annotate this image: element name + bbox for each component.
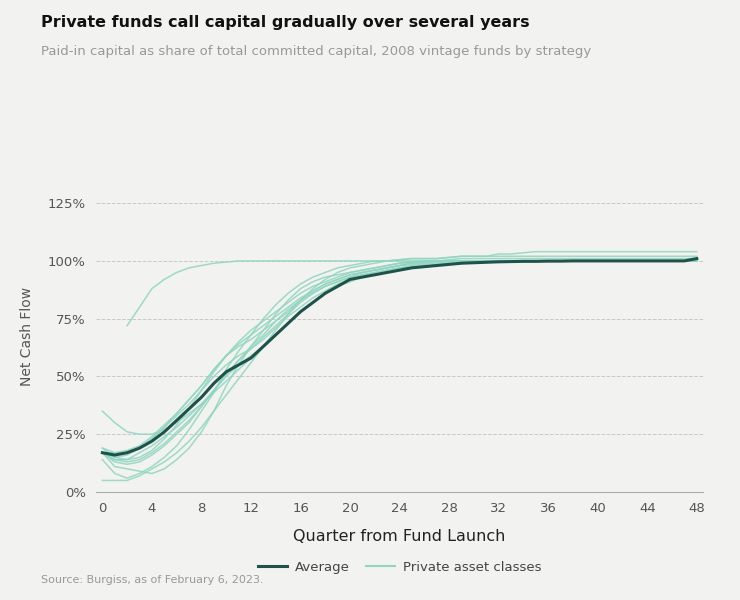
Text: Private funds call capital gradually over several years: Private funds call capital gradually ove… <box>41 15 529 30</box>
Text: Paid-in capital as share of total committed capital, 2008 vintage funds by strat: Paid-in capital as share of total commit… <box>41 45 591 58</box>
Legend: Average, Private asset classes: Average, Private asset classes <box>253 556 546 579</box>
X-axis label: Quarter from Fund Launch: Quarter from Fund Launch <box>294 529 505 544</box>
Y-axis label: Net Cash Flow: Net Cash Flow <box>20 286 34 386</box>
Text: Source: Burgiss, as of February 6, 2023.: Source: Burgiss, as of February 6, 2023. <box>41 575 263 585</box>
